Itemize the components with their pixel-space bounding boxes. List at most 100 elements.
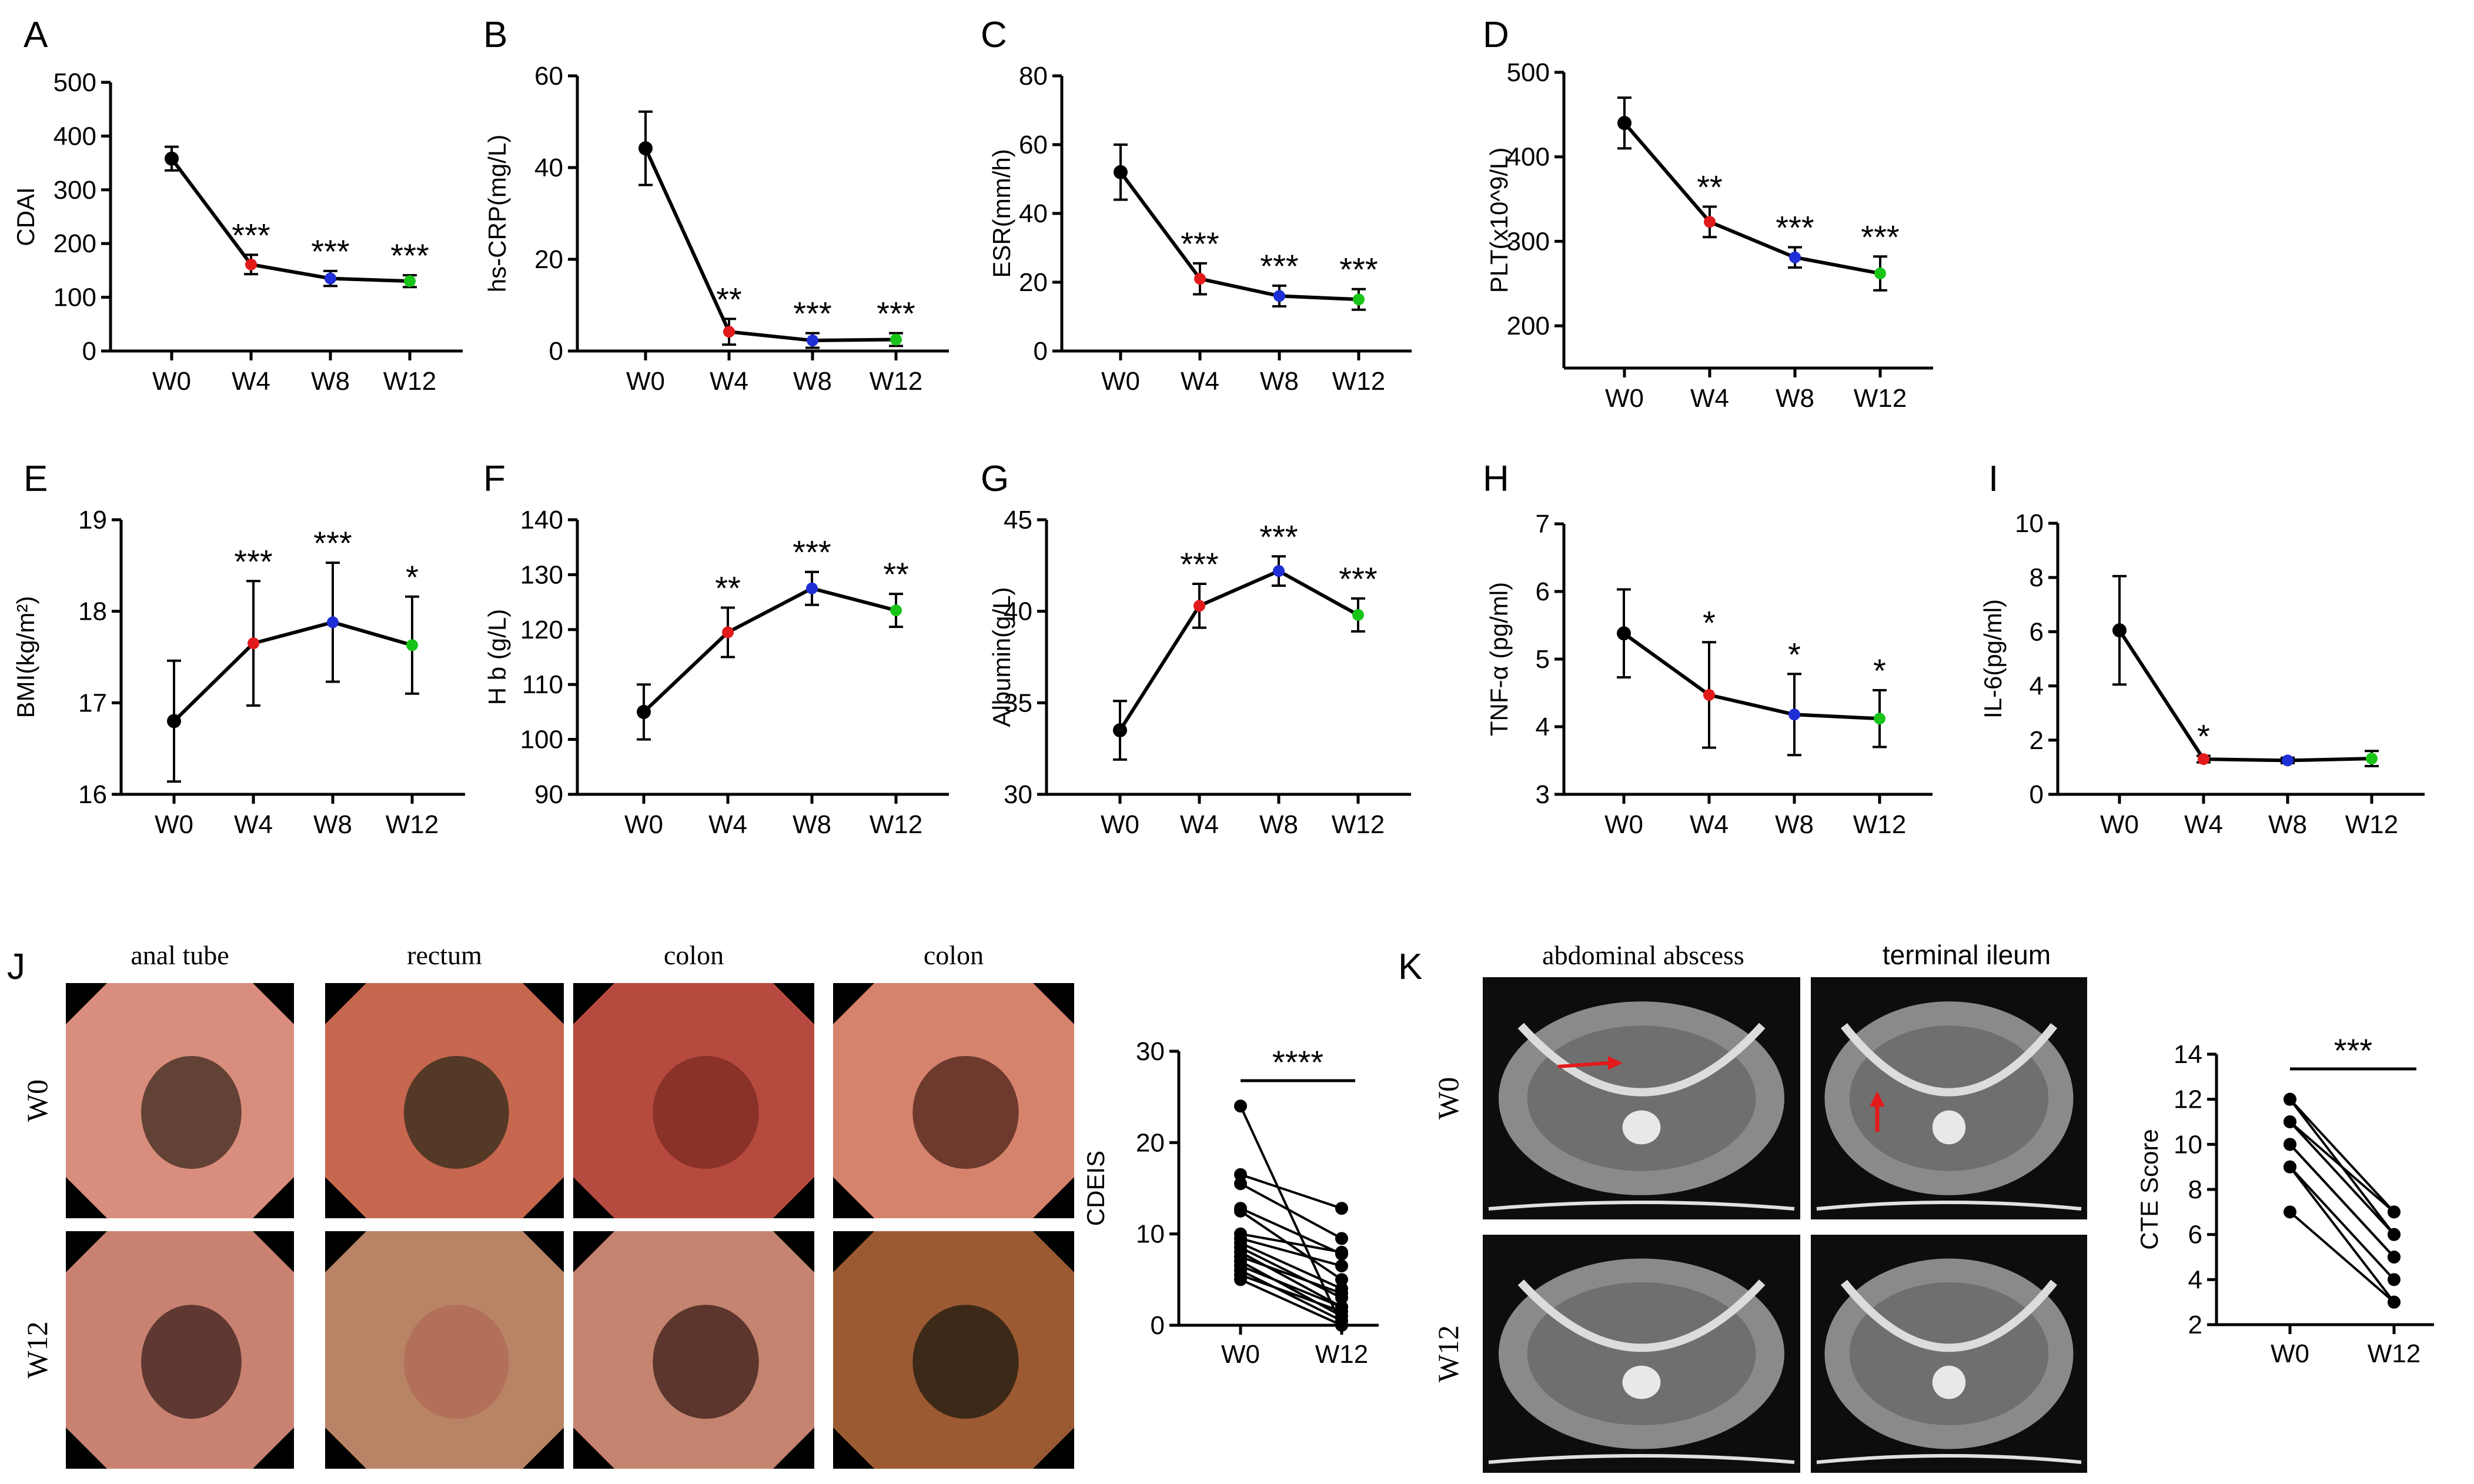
x-tick-label: W4: [1690, 810, 1729, 839]
significance-mark: ***: [1339, 560, 1377, 597]
ct-pelvic-bone: [1840, 1279, 2058, 1352]
x-tick-label: W4: [708, 810, 747, 839]
data-point: [723, 326, 735, 338]
data-point-after: [2388, 1228, 2401, 1241]
significance-mark: ***: [313, 524, 352, 561]
y-tick-label: 500: [54, 68, 96, 97]
pair-line: [2289, 1121, 2395, 1236]
significance-mark: ***: [1180, 546, 1218, 583]
photo-row-label: W12: [21, 1321, 54, 1378]
significance-mark: *: [2197, 718, 2210, 755]
y-tick-label: 18: [78, 597, 107, 626]
pair-line: [1240, 1255, 1342, 1295]
photo-column-label: terminal ileum: [1883, 940, 2051, 970]
y-axis-label: ESR(mm/h): [988, 149, 1015, 278]
y-tick-label: 400: [54, 122, 96, 151]
x-tick-label: W8: [1775, 810, 1814, 839]
y-tick-label: 40: [1019, 199, 1048, 228]
data-point-after: [1335, 1232, 1348, 1245]
y-tick-label: 4: [2030, 672, 2044, 701]
pair-line: [1240, 1173, 1342, 1210]
ct-abdomen: [1849, 1282, 2049, 1425]
y-axis-label: CDEIS: [1082, 1151, 1109, 1226]
ct-spine: [1622, 1365, 1661, 1399]
pair-line: [1240, 1265, 1342, 1308]
significance-mark: **: [716, 280, 742, 317]
data-point: [2112, 623, 2127, 638]
series-line: [1623, 122, 1881, 275]
x-tick-label: W8: [2268, 810, 2307, 839]
data-point-after: [1335, 1202, 1348, 1215]
significance-mark: **: [715, 569, 741, 606]
ct-table: [1488, 1454, 1795, 1464]
photo-row-label: W12: [1432, 1325, 1465, 1382]
panel-letter: F: [483, 459, 506, 499]
y-tick-label: 35: [1004, 688, 1032, 717]
photo-column-label: anal tube: [131, 940, 229, 970]
significance-mark: *: [1873, 652, 1886, 689]
pair-line: [1239, 1210, 1343, 1281]
data-point: [2366, 753, 2378, 765]
red-arrow-head: [1870, 1091, 1885, 1107]
data-point: [1114, 165, 1128, 179]
data-point: [1789, 251, 1801, 263]
data-point: [890, 333, 902, 346]
x-tick-label: W4: [232, 367, 270, 396]
y-tick-label: 3: [1536, 780, 1550, 809]
pair-line: [1240, 1251, 1342, 1308]
lumen: [403, 1056, 509, 1169]
panel-letter: K: [1398, 947, 1422, 987]
series-line: [1118, 569, 1359, 731]
photo-row-label: W0: [21, 1079, 54, 1122]
panel-letter: E: [24, 459, 48, 499]
y-tick-label: 110: [522, 670, 563, 699]
x-tick-label: W8: [1259, 810, 1298, 839]
panel-h: H 3 4 5 6 7 W0 W4 W8 W12 TNF-α (pg/ml) * * *: [1483, 459, 1933, 839]
data-point-before: [1234, 1204, 1247, 1218]
panel-letter: C: [981, 15, 1007, 55]
significance-mark: *: [1703, 604, 1716, 641]
data-point: [1273, 290, 1285, 302]
y-tick-label: 200: [54, 229, 96, 258]
x-tick-label: W12: [1853, 810, 1906, 839]
x-tick-label: W8: [1776, 384, 1814, 413]
data-point: [325, 272, 336, 285]
data-point: [327, 616, 339, 629]
y-tick-label: 16: [78, 780, 107, 809]
data-point: [404, 275, 416, 288]
data-point: [1194, 273, 1206, 285]
panel-j-plot: 0 10 20 30 W0 W12 CDEIS ****: [1082, 1037, 1379, 1369]
ct-table: [1816, 1454, 2082, 1464]
data-point: [638, 141, 653, 156]
significance-mark: *: [1788, 636, 1801, 673]
ct-spine: [1932, 1365, 1966, 1399]
data-point: [1704, 216, 1716, 228]
y-tick-label: 14: [2174, 1040, 2202, 1069]
y-tick-label: 140: [520, 506, 563, 534]
panel-letter: A: [24, 15, 48, 55]
y-tick-label: 6: [2188, 1221, 2202, 1249]
y-axis-label: hs-CRP(mg/L): [483, 135, 511, 292]
y-tick-label: 120: [520, 616, 563, 644]
significance-mark: **: [883, 556, 909, 593]
y-tick-label: 6: [2030, 617, 2044, 646]
x-tick-label: W8: [793, 367, 832, 396]
x-tick-label: W0: [1221, 1340, 1260, 1369]
red-arrow-head: [1608, 1056, 1623, 1070]
x-tick-label: W0: [2100, 810, 2139, 839]
y-tick-label: 40: [534, 153, 563, 182]
pair-line: [1240, 1242, 1342, 1290]
data-point-after: [1335, 1319, 1348, 1332]
significance-mark: ***: [232, 216, 270, 253]
panel-letter: G: [981, 459, 1009, 499]
data-point: [1273, 565, 1285, 577]
y-tick-label: 10: [2015, 509, 2044, 538]
pair-line: [1240, 1260, 1342, 1318]
y-tick-label: 90: [534, 780, 563, 809]
y-tick-label: 2: [2030, 726, 2044, 755]
y-tick-label: 7: [1536, 510, 1550, 539]
x-tick-label: W0: [624, 810, 663, 839]
x-tick-label: W0: [626, 367, 665, 396]
x-tick-label: W0: [2271, 1339, 2309, 1368]
